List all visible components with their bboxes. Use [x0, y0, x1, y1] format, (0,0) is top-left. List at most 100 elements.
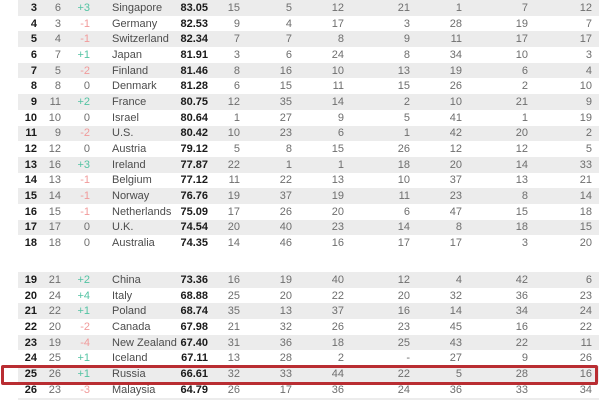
stat-cell-6: 42 [515, 273, 528, 286]
stat-cell-6: 9 [521, 352, 528, 365]
previous-rank-cell: 16 [48, 158, 61, 171]
stat-cell-2: 37 [279, 190, 292, 203]
country-cell: Japan [112, 48, 142, 61]
previous-rank-cell: 13 [48, 174, 61, 187]
rank-cell: 23 [24, 336, 37, 349]
stat-cell-6: 8 [521, 190, 528, 203]
rank-change-cell: -1 [80, 174, 90, 187]
table-row: 26 23 -3 Malaysia 64.79 26 17 36 24 36 33 34 [18, 382, 599, 398]
stat-cell-7: 18 [579, 205, 592, 218]
stat-cell-6: 21 [515, 95, 528, 108]
table-row: 13 16 +3 Ireland 77.87 22 1 1 18 20 14 33 [18, 156, 599, 173]
rank-change-cell: -3 [80, 383, 90, 396]
table-section-top: 3 6 +3 Singapore 83.05 15 5 12 21 1 7 12 4 3 -1 Germany… [18, 0, 599, 251]
country-cell: Switzerland [112, 33, 169, 46]
stat-cell-1: 3 [233, 48, 240, 61]
stat-cell-5: 45 [449, 320, 462, 333]
table-row: 24 25 +1 Iceland 67.11 13 28 2 - 27 9 26 [18, 350, 599, 366]
score-cell: 67.11 [181, 352, 208, 365]
country-cell: Austria [112, 143, 147, 156]
country-cell: France [112, 95, 147, 108]
rank-change-cell: -2 [80, 320, 90, 333]
rank-cell: 18 [24, 237, 37, 250]
rank-change-cell: 0 [83, 143, 90, 156]
stat-cell-7: 20 [579, 237, 592, 250]
stat-cell-5: 28 [449, 17, 462, 30]
table-row: 11 9 -2 U.S. 80.42 10 23 6 1 42 20 2 [18, 125, 599, 142]
table-row: 23 19 -4 New Zealand 67.40 31 36 18 25 43 22 11 [18, 334, 599, 351]
stat-cell-7: 22 [579, 320, 592, 333]
rank-cell: 6 [30, 48, 37, 61]
stat-cell-1: 7 [233, 33, 240, 46]
previous-rank-cell: 12 [48, 143, 61, 156]
stat-cell-4: 17 [397, 237, 410, 250]
rank-cell: 3 [30, 1, 37, 14]
rank-cell: 4 [30, 17, 37, 30]
stat-cell-1: 14 [227, 237, 240, 250]
score-cell: 77.12 [180, 174, 208, 187]
table-row: 25 26 +1 Russia 66.61 32 33 44 22 5 28 16 [18, 366, 599, 382]
table-row: 20 24 +4 Italy 68.88 25 20 22 20 32 36 23 [18, 288, 599, 304]
rank-change-cell: +2 [77, 273, 90, 286]
stat-cell-6: 22 [515, 336, 528, 349]
stat-cell-7: 10 [579, 80, 592, 93]
stat-cell-3: 40 [331, 273, 344, 286]
score-cell: 67.40 [180, 336, 208, 349]
stat-cell-4: 9 [403, 33, 410, 46]
stat-cell-5: 11 [450, 33, 462, 46]
stat-cell-5: 41 [449, 111, 462, 124]
rank-cell: 26 [24, 383, 37, 396]
stat-cell-7: 5 [585, 143, 592, 156]
table-row: 18 18 0 Australia 74.35 14 46 16 17 17 3 20 [18, 235, 599, 251]
stat-cell-5: 32 [449, 289, 462, 302]
stat-cell-6: 10 [515, 48, 528, 61]
health-ranking-table: 3 6 +3 Singapore 83.05 15 5 12 21 1 7 12 4 3 -1 Germany… [18, 0, 599, 400]
score-cell: 80.75 [180, 95, 208, 108]
stat-cell-2: 1 [285, 158, 292, 171]
table-row: 22 20 -2 Canada 67.98 21 32 26 23 45 16 22 [18, 319, 599, 335]
stat-cell-4: 5 [403, 111, 410, 124]
score-cell: 66.61 [180, 367, 208, 380]
stat-cell-5: 10 [449, 95, 462, 108]
country-cell: Italy [112, 289, 133, 302]
stat-cell-5: 19 [449, 64, 462, 77]
stat-cell-5: 4 [455, 273, 462, 286]
score-cell: 74.54 [180, 221, 208, 234]
score-cell: 82.34 [180, 33, 208, 46]
stat-cell-2: 36 [279, 336, 292, 349]
stat-cell-4: 20 [397, 289, 410, 302]
stat-cell-4: 12 [397, 273, 410, 286]
stat-cell-1: 9 [233, 17, 240, 30]
rank-change-cell: 0 [83, 221, 90, 234]
previous-rank-cell: 3 [54, 17, 61, 30]
score-cell: 81.28 [180, 80, 208, 93]
score-cell: 75.09 [180, 205, 208, 218]
stat-cell-4: 6 [403, 205, 410, 218]
stat-cell-5: 17 [449, 237, 462, 250]
table-row: 6 7 +1 Japan 81.91 3 6 24 8 34 10 3 [18, 47, 599, 63]
rank-change-cell: +1 [77, 352, 90, 365]
previous-rank-cell: 22 [48, 305, 61, 318]
rank-change-cell: -4 [80, 336, 90, 349]
stat-cell-2: 35 [279, 95, 292, 108]
stat-cell-2: 26 [279, 205, 292, 218]
country-cell: U.K. [112, 221, 134, 234]
stat-cell-3: 11 [332, 80, 344, 93]
previous-rank-cell: 9 [54, 127, 61, 140]
rank-change-cell: -1 [80, 33, 90, 46]
stat-cell-5: 12 [449, 143, 462, 156]
score-cell: 81.91 [180, 48, 208, 61]
rank-cell: 16 [24, 205, 37, 218]
stat-cell-6: 12 [515, 143, 528, 156]
stat-cell-7: 23 [579, 289, 592, 302]
stat-cell-4: - [406, 352, 410, 365]
rank-cell: 5 [30, 33, 37, 46]
stat-cell-7: 14 [579, 190, 592, 203]
previous-rank-cell: 20 [48, 320, 61, 333]
rank-cell: 10 [24, 111, 37, 124]
rank-change-cell: -2 [80, 64, 90, 77]
rank-change-cell: -1 [80, 190, 90, 203]
stat-cell-3: 14 [331, 95, 344, 108]
rank-cell: 9 [30, 95, 37, 108]
table-row: 4 3 -1 Germany 82.53 9 4 17 3 28 19 7 [18, 16, 599, 32]
